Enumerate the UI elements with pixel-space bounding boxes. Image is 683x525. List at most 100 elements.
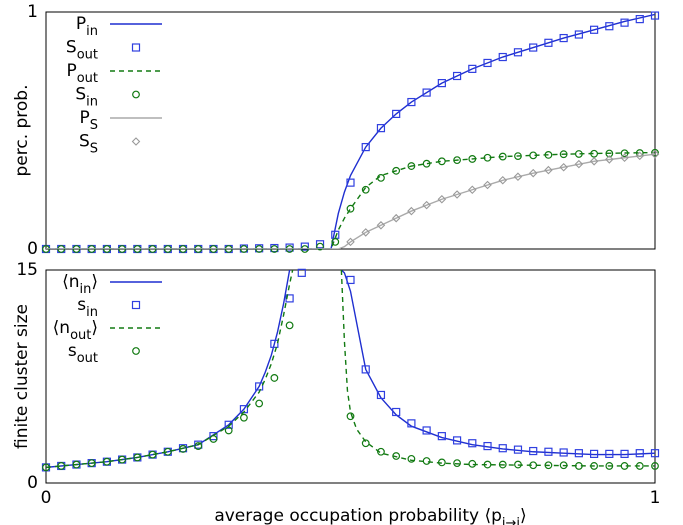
data-point [361, 185, 370, 194]
data-point [529, 446, 538, 456]
data-point [422, 426, 431, 435]
data-point [315, 240, 325, 249]
legend-swatch [131, 137, 141, 146]
y-tick-label: 0 [27, 473, 38, 493]
legend-label: Pin [76, 14, 98, 39]
data-point [498, 460, 507, 469]
data-point [376, 390, 386, 400]
data-point [392, 166, 401, 175]
series-line [46, 13, 655, 249]
data-point [574, 449, 583, 458]
data-point [513, 48, 523, 57]
data-point [589, 449, 599, 458]
legend-swatch [132, 347, 140, 355]
data-point [544, 461, 553, 470]
legend-label-main: S [79, 132, 90, 152]
legend-label-main: s [68, 341, 77, 361]
y-axis-label: finite cluster size [12, 304, 32, 449]
data-point [437, 157, 446, 166]
legend-swatch [132, 90, 140, 99]
data-point [392, 452, 401, 460]
plot-frame [45, 269, 656, 484]
legend-label-sub: out [77, 351, 98, 366]
data-point [118, 455, 127, 464]
data-point [361, 365, 370, 374]
data-point [452, 71, 462, 81]
data-point [513, 172, 523, 181]
data-point [483, 153, 492, 162]
y-tick-label: 1 [27, 2, 38, 22]
data-point [589, 25, 599, 34]
data-point [452, 436, 462, 445]
data-point [346, 412, 355, 421]
data-point [361, 142, 370, 152]
data-point [285, 321, 294, 330]
data-point [42, 463, 50, 472]
data-point [498, 152, 507, 161]
data-point [620, 449, 629, 458]
legend-label: sout [68, 341, 98, 366]
data-point [376, 221, 386, 230]
data-point [650, 149, 660, 159]
data-point [437, 432, 446, 441]
data-point [468, 155, 477, 163]
data-point [528, 168, 538, 178]
legend-label-main: ⟨n [53, 318, 70, 338]
data-point [620, 462, 629, 470]
data-point [148, 450, 157, 459]
data-point [544, 151, 553, 159]
data-point [605, 462, 614, 470]
data-point [559, 162, 568, 172]
data-point [651, 462, 659, 470]
data-point [316, 242, 324, 251]
x-tick-label: 1 [650, 488, 661, 508]
data-point [635, 462, 644, 470]
data-point [133, 453, 142, 462]
data-point [407, 97, 416, 107]
data-point [163, 447, 172, 456]
data-point [620, 153, 629, 163]
data-point [635, 151, 645, 161]
data-point [422, 457, 431, 465]
legend-label-main: s [77, 295, 86, 315]
data-point [468, 439, 477, 448]
data-point [529, 461, 538, 470]
data-point [544, 165, 553, 175]
data-point [453, 459, 461, 468]
data-point [620, 18, 629, 27]
legend-label: Sin [75, 85, 98, 110]
data-point [635, 15, 644, 24]
legend-label-main: P [66, 61, 76, 81]
data-point [559, 150, 568, 159]
data-point [559, 461, 568, 470]
data-point [297, 268, 306, 277]
data-point [620, 149, 629, 158]
legend-label: Pout [66, 61, 98, 86]
data-point [270, 339, 279, 348]
data-point [346, 178, 355, 187]
data-point [437, 78, 446, 88]
data-point [544, 38, 553, 47]
data-point [514, 460, 522, 469]
legend-label: ⟨nout⟩ [53, 318, 98, 343]
data-point [483, 441, 492, 451]
data-point [605, 155, 614, 164]
data-point [179, 445, 187, 453]
data-point [209, 432, 218, 441]
data-point [377, 173, 385, 182]
legend-label-sub: in [86, 305, 98, 320]
data-point [544, 447, 553, 456]
data-point [514, 152, 522, 160]
data-point [72, 460, 81, 469]
legend-label: PS [79, 108, 98, 133]
legend-label-sub: S [90, 142, 98, 157]
legend-label-main: ⟨n [62, 272, 79, 292]
x-axis-label-main: average occupation probability ⟨p [214, 506, 502, 525]
data-point [590, 462, 598, 470]
legend-label-sub: in [80, 282, 92, 297]
data-point [650, 449, 660, 458]
y-tick-label: 0 [27, 239, 38, 259]
data-point [331, 237, 340, 246]
series-line [46, 151, 655, 249]
